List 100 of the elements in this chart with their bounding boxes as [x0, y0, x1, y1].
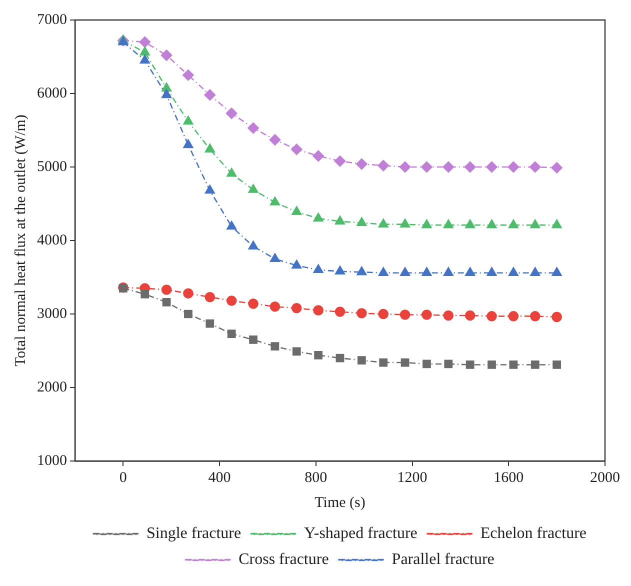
- legend-label: Single fracture: [146, 525, 242, 542]
- point: [204, 184, 215, 194]
- point: [182, 69, 194, 81]
- y-tick-label: 5000: [37, 158, 67, 175]
- point: [486, 267, 497, 276]
- point: [552, 312, 562, 322]
- point: [334, 155, 346, 167]
- point: [552, 267, 562, 276]
- point: [162, 82, 172, 92]
- point: [443, 267, 454, 276]
- point: [204, 292, 216, 302]
- point: [184, 310, 192, 318]
- point: [529, 161, 541, 173]
- point: [422, 267, 432, 276]
- point: [290, 144, 302, 156]
- point: [530, 360, 540, 369]
- point: [270, 253, 280, 262]
- point: [292, 347, 301, 356]
- y-tick-label: 7000: [37, 12, 67, 28]
- point: [552, 360, 562, 369]
- point: [140, 46, 150, 56]
- point: [160, 50, 172, 61]
- point: [227, 330, 236, 338]
- legend-label: Parallel fracture: [392, 551, 494, 568]
- point: [292, 206, 302, 215]
- point: [464, 161, 476, 173]
- y-axis-title: Total normal heat flux at the outlet (W/m): [12, 114, 29, 366]
- point: [486, 311, 497, 322]
- point: [486, 219, 497, 228]
- point: [313, 212, 324, 222]
- point: [357, 356, 366, 364]
- y-tick-label: 3000: [37, 306, 67, 322]
- point: [486, 161, 498, 173]
- x-axis-title: Time (s): [314, 494, 366, 511]
- x-tick-label: 2000: [590, 470, 620, 486]
- point: [444, 360, 453, 368]
- point: [464, 310, 476, 321]
- y-tick-label: 1000: [37, 452, 67, 469]
- point: [378, 218, 388, 228]
- point: [466, 360, 474, 369]
- point: [206, 319, 214, 328]
- point: [226, 220, 237, 230]
- point: [400, 267, 410, 276]
- legend-label: Cross fracture: [238, 551, 329, 568]
- point: [421, 161, 432, 173]
- point: [292, 260, 302, 269]
- point: [204, 144, 215, 153]
- point: [551, 162, 562, 174]
- point: [400, 218, 410, 228]
- x-tick-label: 0: [119, 470, 127, 486]
- point: [356, 308, 367, 318]
- point: [313, 264, 324, 274]
- point: [226, 108, 238, 119]
- point: [334, 306, 346, 317]
- point: [270, 196, 280, 206]
- point: [508, 311, 519, 322]
- point: [530, 311, 540, 322]
- point: [400, 358, 410, 367]
- x-tick-label: 1200: [397, 470, 428, 486]
- point: [530, 267, 540, 276]
- x-tick-label: 400: [208, 470, 231, 486]
- point: [488, 360, 496, 369]
- point: [269, 134, 281, 146]
- point: [183, 139, 194, 148]
- point: [509, 360, 518, 369]
- point: [248, 298, 258, 309]
- y-tick-label: 4000: [37, 232, 67, 248]
- point: [270, 342, 280, 351]
- point: [443, 219, 454, 228]
- point: [183, 288, 194, 299]
- point: [443, 310, 454, 321]
- point: [226, 168, 237, 177]
- point: [399, 161, 411, 173]
- point: [204, 89, 216, 101]
- point: [248, 122, 259, 134]
- point: [378, 160, 390, 172]
- point: [248, 184, 258, 193]
- point: [442, 161, 454, 173]
- point: [248, 240, 258, 250]
- point: [335, 266, 345, 275]
- legend-label: Echelon fracture: [480, 525, 587, 542]
- point: [508, 161, 520, 173]
- point: [356, 266, 367, 276]
- point: [379, 358, 388, 367]
- point: [378, 308, 389, 320]
- point: [291, 302, 302, 314]
- point: [249, 336, 258, 344]
- point: [162, 298, 171, 306]
- y-tick-label: 6000: [37, 85, 67, 102]
- point: [336, 354, 344, 362]
- point: [314, 350, 323, 360]
- point: [356, 158, 368, 170]
- point: [400, 310, 410, 320]
- point: [139, 36, 151, 48]
- point: [270, 302, 280, 312]
- y-tick-label: 2000: [37, 379, 67, 396]
- point: [140, 290, 150, 298]
- point: [183, 116, 194, 125]
- point: [422, 219, 432, 228]
- point: [162, 89, 172, 98]
